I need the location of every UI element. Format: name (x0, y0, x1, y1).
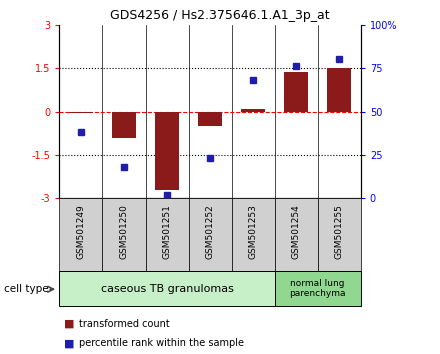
Text: GSM501249: GSM501249 (77, 204, 85, 259)
Bar (155, 112, 179, 190)
Bar (69, 112, 93, 113)
Text: GSM501253: GSM501253 (249, 204, 258, 259)
FancyBboxPatch shape (189, 198, 231, 271)
Text: GSM501255: GSM501255 (335, 204, 344, 259)
FancyBboxPatch shape (231, 198, 275, 271)
Bar (327, 68, 351, 112)
Text: GDS4256 / Hs2.375646.1.A1_3p_at: GDS4256 / Hs2.375646.1.A1_3p_at (110, 9, 330, 22)
FancyBboxPatch shape (275, 198, 318, 271)
Bar (112, 112, 136, 137)
Text: caseous TB granulomas: caseous TB granulomas (101, 284, 234, 293)
FancyBboxPatch shape (146, 198, 189, 271)
Text: GSM501250: GSM501250 (120, 204, 128, 259)
FancyBboxPatch shape (318, 198, 361, 271)
Text: ■: ■ (64, 319, 74, 329)
Text: percentile rank within the sample: percentile rank within the sample (79, 338, 244, 348)
Text: GSM501254: GSM501254 (292, 204, 301, 259)
Bar (241, 109, 265, 112)
Text: normal lung
parenchyma: normal lung parenchyma (290, 279, 346, 298)
Text: cell type: cell type (4, 284, 49, 294)
Bar (198, 112, 222, 126)
Bar (284, 73, 308, 112)
Text: GSM501252: GSM501252 (205, 204, 215, 259)
FancyBboxPatch shape (275, 271, 361, 306)
Text: transformed count: transformed count (79, 319, 170, 329)
FancyBboxPatch shape (59, 271, 275, 306)
FancyBboxPatch shape (59, 198, 103, 271)
Text: ■: ■ (64, 338, 74, 348)
FancyBboxPatch shape (103, 198, 146, 271)
Text: GSM501251: GSM501251 (162, 204, 172, 259)
